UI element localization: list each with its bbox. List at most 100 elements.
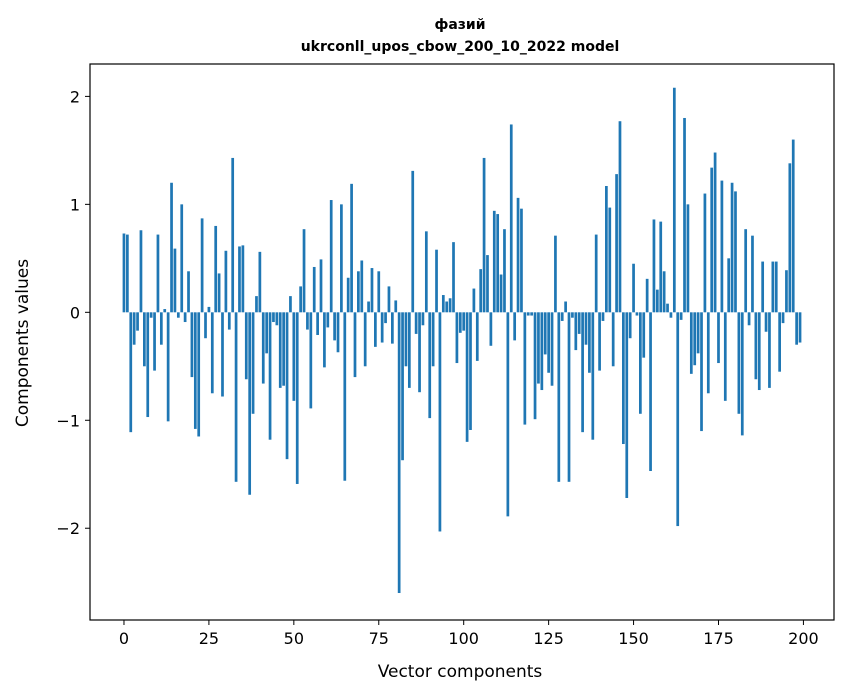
y-tick-label: −1: [56, 411, 80, 430]
bar-92: [435, 249, 438, 313]
bar-168: [693, 312, 697, 366]
bar-28: [217, 273, 221, 313]
bar-187: [757, 312, 761, 391]
bar-192: [774, 261, 778, 313]
bar-127: [554, 235, 557, 313]
bar-15: [173, 248, 177, 313]
bar-134: [577, 312, 581, 334]
bar-47: [282, 312, 285, 386]
bar-20: [190, 312, 194, 378]
bar-149: [628, 312, 632, 339]
bar-93: [438, 312, 442, 532]
bar-114: [509, 124, 513, 313]
bar-45: [275, 312, 279, 326]
bar-16: [176, 312, 180, 318]
bar-32: [231, 157, 235, 313]
bar-111: [499, 274, 503, 313]
bar-184: [747, 312, 751, 326]
bar-0: [122, 233, 126, 313]
bar-54: [306, 312, 309, 330]
bar-31: [227, 312, 231, 330]
bar-110: [496, 214, 500, 313]
bar-176: [720, 180, 724, 313]
bar-22: [197, 312, 201, 437]
bar-50: [292, 312, 296, 401]
bar-180: [734, 191, 737, 313]
bar-89: [424, 231, 428, 313]
bar-74: [374, 312, 377, 347]
bar-104: [475, 312, 479, 361]
bar-178: [727, 258, 731, 313]
bar-179: [730, 182, 734, 313]
bar-86: [414, 312, 418, 334]
bar-63: [336, 312, 340, 353]
bar-140: [598, 312, 601, 371]
bar-151: [635, 312, 639, 316]
bar-138: [591, 312, 595, 440]
bar-153: [642, 312, 646, 358]
bar-95: [445, 301, 449, 313]
bar-69: [357, 271, 360, 313]
x-tick-label: 50: [284, 629, 304, 648]
bar-170: [700, 312, 703, 432]
bar-49: [289, 296, 292, 313]
bar-143: [608, 207, 612, 313]
bar-125: [547, 312, 550, 373]
bar-177: [723, 312, 727, 401]
bar-163: [676, 312, 680, 527]
bar-55: [309, 312, 313, 409]
bar-199: [798, 312, 802, 343]
bar-40: [258, 251, 262, 313]
bar-18: [183, 312, 187, 323]
bar-101: [465, 312, 469, 442]
bar-193: [778, 312, 781, 372]
bar-39: [255, 296, 258, 313]
bar-4: [136, 312, 139, 331]
bar-136: [584, 312, 588, 345]
y-tick-label: −2: [56, 519, 80, 538]
bar-52: [299, 286, 302, 313]
bar-129: [560, 312, 564, 321]
bar-72: [367, 301, 370, 313]
bar-182: [740, 312, 744, 436]
bar-29: [221, 312, 224, 397]
bar-133: [574, 312, 578, 351]
bar-3: [132, 312, 136, 345]
bar-144: [611, 312, 615, 367]
bar-85: [411, 170, 415, 313]
x-tick-label: 100: [448, 629, 479, 648]
bar-78: [387, 286, 391, 313]
bar-44: [272, 312, 275, 323]
bar-146: [618, 121, 622, 313]
bar-107: [486, 255, 489, 313]
x-axis-label: Vector components: [378, 662, 543, 682]
bar-113: [506, 312, 510, 517]
bar-14: [170, 182, 173, 313]
bar-57: [316, 312, 319, 335]
bar-82: [401, 312, 404, 461]
y-axis-label: Components values: [13, 259, 33, 427]
bar-76: [380, 312, 384, 343]
bar-122: [537, 312, 540, 384]
bar-100: [462, 312, 466, 331]
bar-117: [520, 208, 523, 313]
bar-8: [149, 312, 153, 318]
bar-120: [530, 312, 533, 316]
bar-56: [312, 266, 316, 313]
bar-65: [343, 312, 347, 481]
bar-130: [564, 301, 567, 313]
bar-196: [788, 163, 792, 313]
bar-183: [744, 229, 748, 313]
bar-80: [394, 300, 398, 313]
bar-124: [543, 312, 547, 355]
bar-9: [153, 312, 156, 371]
bar-135: [581, 312, 584, 433]
bar-112: [503, 229, 506, 313]
bar-119: [526, 312, 530, 316]
bar-156: [652, 219, 656, 313]
bar-2: [129, 312, 133, 433]
bar-99: [458, 312, 462, 333]
bar-26: [210, 312, 214, 394]
bar-59: [323, 312, 326, 368]
bar-38: [251, 312, 255, 414]
